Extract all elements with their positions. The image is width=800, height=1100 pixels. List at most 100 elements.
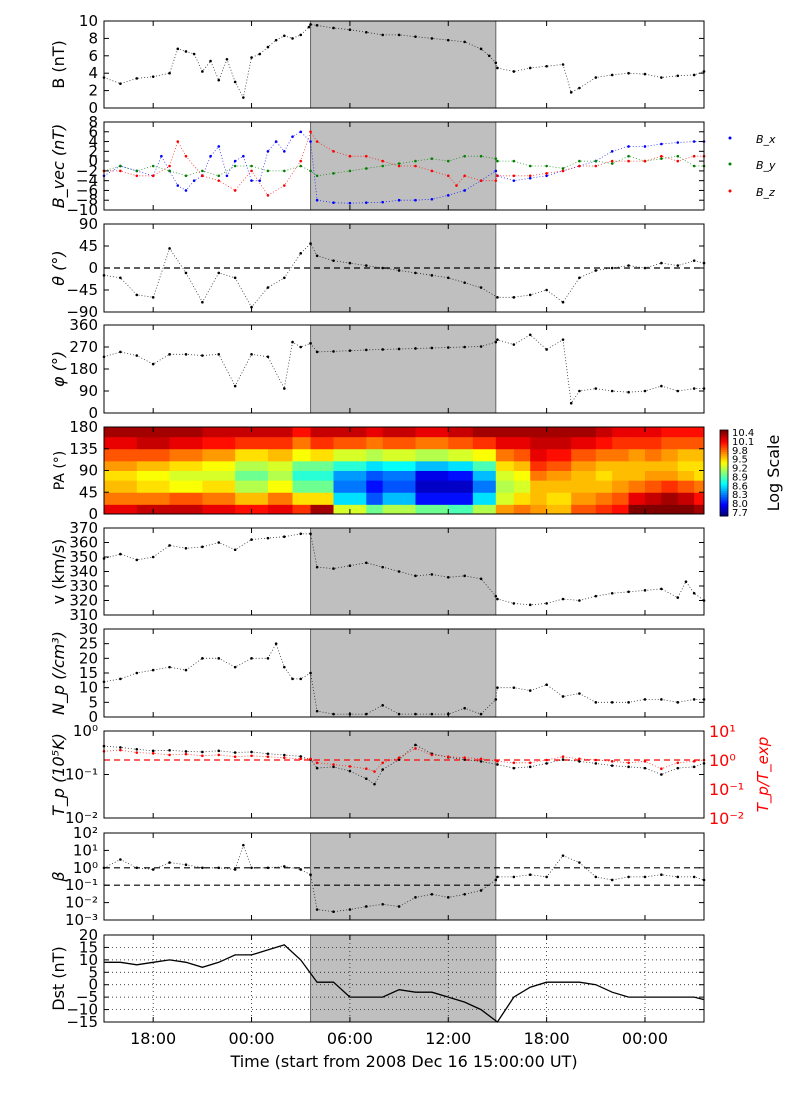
data-point (364, 154, 368, 158)
data-point (463, 892, 466, 896)
colorbar-segment (720, 430, 728, 433)
heatmap-cell (169, 492, 203, 505)
heatmap-cell (104, 427, 138, 438)
data-point (512, 766, 516, 770)
data-point (414, 164, 417, 168)
data-point (250, 538, 253, 541)
colorbar-segment (720, 451, 728, 455)
heatmap-cell (448, 460, 474, 471)
heatmap-cell (333, 460, 367, 471)
data-point (430, 712, 434, 716)
data-point (676, 74, 680, 78)
y-tick-label-right: 10⁻² (709, 809, 744, 828)
data-point (176, 140, 180, 143)
data-point (250, 56, 253, 59)
y-axis-label: N_p (/cm³) (49, 631, 69, 715)
data-point (283, 535, 286, 538)
data-point (233, 751, 237, 754)
heatmap-cell (382, 460, 416, 471)
heatmap-cell (310, 492, 335, 505)
data-point (291, 677, 294, 681)
data-point (168, 544, 171, 547)
data-point (309, 140, 312, 143)
data-point (381, 33, 384, 37)
colorbar-segment (720, 453, 728, 457)
heatmap-cell (677, 470, 695, 481)
heatmap-cell (366, 448, 384, 462)
data-point (381, 266, 384, 270)
data-point (201, 657, 204, 660)
heatmap-cell (382, 427, 416, 438)
colorbar-tick-label: 8.9 (732, 472, 748, 483)
data-point (397, 162, 401, 165)
y-tick-label: 20 (79, 649, 98, 667)
heatmap-cell (169, 460, 203, 471)
y-tick-label: 10⁻² (65, 809, 98, 827)
x-tick-label: 12:00 (425, 1029, 471, 1048)
data-point (397, 269, 401, 272)
colorbar-segment (720, 509, 728, 513)
data-point (184, 271, 188, 275)
data-point (135, 747, 139, 751)
y-axis-label: B_vec (nT) (49, 124, 69, 209)
legend-label: B_y (756, 159, 776, 172)
y-tick-label: 5 (88, 693, 98, 711)
heatmap-cell (644, 448, 662, 462)
heatmap-cell (366, 427, 384, 438)
data-point (168, 861, 171, 864)
y-tick-label: 0 (88, 99, 98, 117)
data-point (545, 602, 548, 605)
heatmap-cell (472, 480, 497, 493)
heatmap-cell (530, 470, 548, 481)
heatmap-cell (513, 448, 531, 462)
data-point (266, 755, 270, 758)
colorbar-segment (720, 490, 728, 493)
y-tick-label: 90 (79, 462, 98, 480)
data-point (209, 59, 212, 63)
heatmap-cell (495, 436, 515, 450)
heatmap-cell (267, 448, 294, 462)
y-tick-label: 10 (79, 12, 98, 30)
heatmap-cell (546, 460, 572, 471)
data-point (463, 174, 466, 178)
heatmap-cell (310, 470, 335, 481)
data-point (627, 159, 630, 163)
data-point (266, 866, 270, 870)
heatmap-cell (546, 504, 572, 515)
colorbar-segment (720, 462, 728, 465)
heatmap-cell (448, 504, 474, 515)
data-point (479, 286, 483, 289)
data-point (381, 348, 384, 351)
y-tick-label: 45 (79, 483, 98, 501)
shaded-interval (310, 324, 497, 414)
colorbar-segment (720, 500, 728, 504)
y-tick-label: 10 (79, 951, 98, 969)
data-point (545, 762, 548, 765)
heatmap-cell (513, 460, 531, 471)
data-point (332, 150, 335, 153)
y-axis-label: v (km/s) (49, 539, 68, 605)
shaded-interval (310, 730, 497, 819)
y-tick-label: 8 (88, 29, 98, 47)
data-point (528, 164, 532, 168)
heatmap-cell (448, 448, 474, 462)
data-point (397, 347, 401, 351)
y-tick-label: 0 (88, 976, 98, 994)
y-tick-label: 30 (79, 620, 98, 638)
series-trace (103, 155, 704, 177)
heatmap-cell (472, 470, 497, 481)
data-point (610, 760, 614, 763)
heatmap-cell (472, 504, 497, 515)
data-point (348, 769, 352, 773)
heatmap-cell (571, 427, 597, 438)
data-point (594, 758, 598, 762)
data-point (692, 73, 696, 77)
data-point (184, 174, 188, 178)
colorbar-segment (720, 438, 728, 442)
colorbar-segment (720, 432, 728, 435)
heatmap-cell (530, 448, 548, 462)
heatmap-cell (104, 460, 138, 471)
x-tick-label: 18:00 (130, 1029, 176, 1048)
y-tick-label: 0 (88, 505, 98, 523)
y-tick-label: 10¹ (73, 841, 98, 859)
